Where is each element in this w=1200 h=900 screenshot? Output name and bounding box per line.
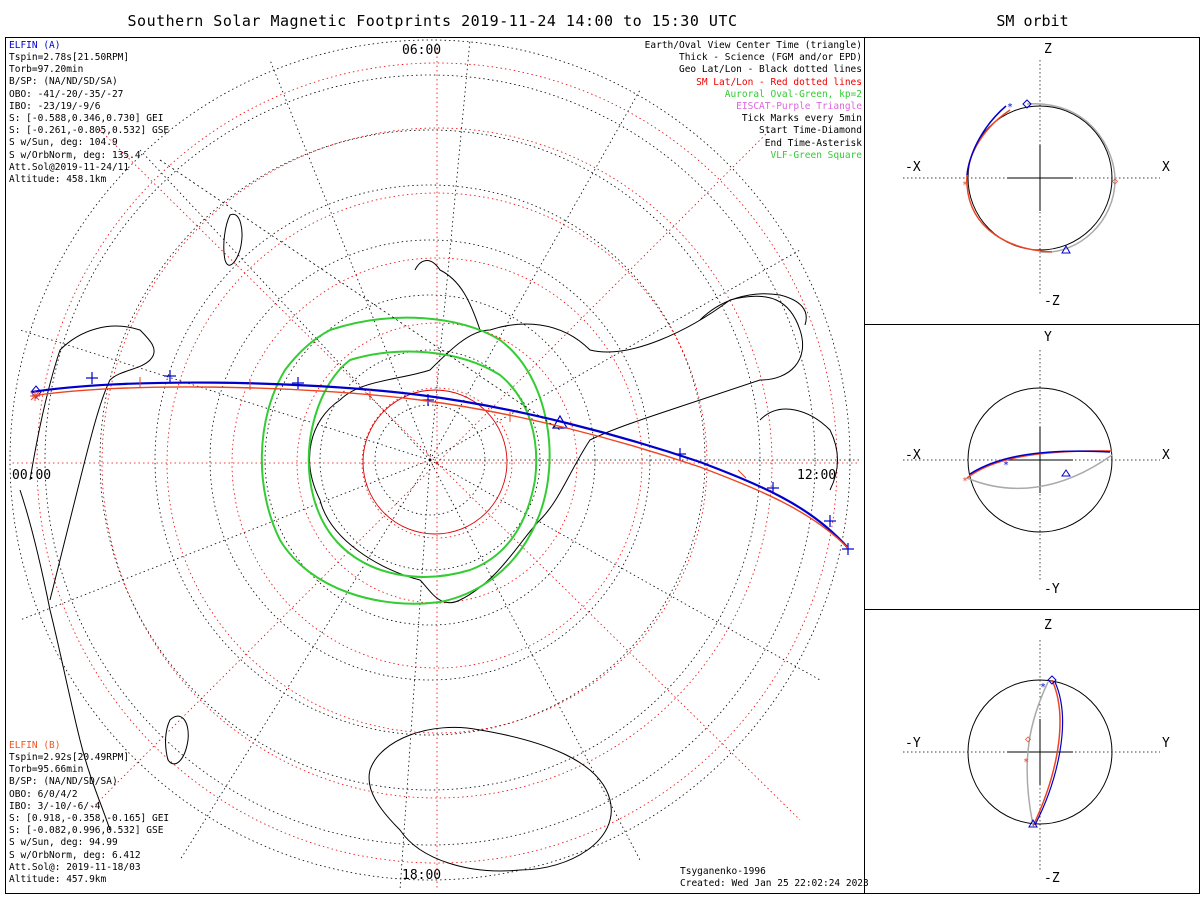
- legend-item: Earth/Oval View Center Time (triangle): [644, 40, 862, 51]
- legend-item: Start Time-Diamond: [759, 125, 862, 137]
- elfin-a-info-line: B/SP: (NA/ND/SD/SA): [9, 76, 118, 88]
- time-label-18: 18:00: [402, 868, 442, 883]
- elfin-b-info-line: Tspin=2.92s[20.49RPM]: [9, 752, 130, 763]
- time-label-06: 06:00: [402, 43, 442, 58]
- geo-lon-lines: [19, 39, 860, 891]
- elfin-b-end-asterisk: [30, 391, 40, 401]
- elfin-b-info-line: S: [0.918,-0.358,-0.165] GEI: [9, 813, 170, 825]
- sm-lon-lines: [10, 40, 860, 890]
- sm-pole-circle: [362, 389, 508, 535]
- legend-item: Thick - Science (FGM and/or EPD): [678, 52, 862, 64]
- elfin-b-name: ELFIN (B): [9, 740, 61, 751]
- time-label-00: 00:00: [12, 468, 52, 483]
- legend-item: Geo Lat/Lon - Black dotted lines: [678, 64, 862, 76]
- elfin-a-name: ELFIN (A): [9, 40, 61, 51]
- elfin-b-info-line: Att.Sol@: 2019-11-18/03: [9, 861, 141, 873]
- elfin-b-info: Tspin=2.92s[20.49RPM] Torb=95.66min B/SP: …: [9, 752, 169, 886]
- elfin-b-info-line: B/SP: (NA/ND/SD/SA): [9, 776, 118, 788]
- xy-bottom-label: -Y: [1044, 582, 1060, 597]
- auroral-ovals: [260, 316, 551, 605]
- legend-item: Auroral Oval-Green, kp=2: [724, 88, 862, 100]
- elfin-a-info-line: IBO: -23/19/-9/6: [9, 100, 101, 112]
- elfin-b-info-line: S w/OrbNorm, deg: 6.412: [9, 849, 141, 861]
- svg-text:*: *: [962, 180, 968, 191]
- elfin-a-info-line: S w/OrbNorm, deg: 135.4: [9, 149, 141, 161]
- elfin-a-info-line: Altitude: 458.1km: [9, 174, 107, 186]
- legend-item: SM Lat/Lon - Red dotted lines: [696, 76, 862, 88]
- elfin-b-info-line: S: [-0.082,0.996,0.532] GSE: [9, 825, 164, 837]
- model-label: Tsyganenko-1996: [680, 866, 766, 877]
- sm-panel-xy: * *: [903, 350, 1160, 580]
- sm-orbit-title: SM orbit: [996, 12, 1069, 30]
- created-label: Created: Wed Jan 25 22:02:24 2023: [680, 878, 869, 889]
- elfin-a-info-line: Att.Sol@2019-11-24/11: [9, 161, 130, 173]
- elfin-a-info: Tspin=2.78s[21.50RPM] Torb=97.20min B/SP: …: [9, 52, 169, 186]
- polar-map: [9, 39, 860, 891]
- xy-right-label: X: [1162, 448, 1170, 463]
- plot-title: Southern Solar Magnetic Footprints 2019-…: [127, 12, 738, 30]
- elfin-a-info-line: Torb=97.20min: [9, 64, 84, 76]
- elfin-a-info-line: S: [-0.261,-0.805,0.532] GSE: [9, 125, 170, 137]
- svg-text:*: *: [1023, 757, 1029, 768]
- elfin-a-info-line: S w/Sun, deg: 104.9: [9, 137, 118, 149]
- yz-right-label: Y: [1162, 736, 1170, 751]
- svg-text:*: *: [962, 476, 968, 487]
- elfin-b-info-line: Altitude: 457.9km: [9, 874, 107, 886]
- xz-top-label: Z: [1044, 42, 1052, 57]
- svg-text:*: *: [1007, 102, 1013, 113]
- sm-panel-xz: * ◇ *: [903, 60, 1160, 295]
- xy-left-label: -X: [905, 448, 921, 463]
- elfin-a-info-line: OBO: -41/-20/-35/-27: [9, 88, 124, 100]
- legend-item: End Time-Asterisk: [764, 137, 862, 149]
- elfin-b-info-line: OBO: 6/0/4/2: [9, 788, 78, 800]
- elfin-b-info-line: S w/Sun, deg: 94.99: [9, 837, 118, 849]
- elfin-a-info-line: Tspin=2.78s[21.50RPM]: [9, 52, 130, 63]
- xy-top-label: Y: [1044, 330, 1052, 345]
- svg-text:◇: ◇: [1112, 176, 1118, 187]
- elfin-b-info-line: IBO: 3/-10/-6/-4: [9, 800, 101, 812]
- time-label-12: 12:00: [797, 468, 837, 483]
- sm-panel-yz: * * ◇: [903, 640, 1160, 870]
- elfin-a-track: [30, 370, 854, 555]
- xz-bottom-label: -Z: [1044, 294, 1060, 309]
- yz-left-label: -Y: [905, 736, 921, 751]
- elfin-b-track: [30, 377, 849, 549]
- elfin-a-info-line: S: [-0.588,0.346,0.730] GEI: [9, 113, 164, 125]
- coastlines: [19, 213, 838, 872]
- noon-midnight-meridian: [159, 159, 561, 431]
- legend: Earth/Oval View Center Time (triangle) Th…: [645, 40, 862, 162]
- xz-right-label: X: [1162, 160, 1170, 175]
- elfin-b-info-line: Torb=95.66min: [9, 764, 84, 776]
- svg-text:*: *: [1040, 682, 1046, 693]
- svg-text:◇: ◇: [1025, 734, 1031, 745]
- xz-left-label: -X: [905, 160, 921, 175]
- legend-item: EISCAT-Purple Triangle: [736, 101, 862, 113]
- yz-bottom-label: -Z: [1044, 871, 1060, 886]
- yz-top-label: Z: [1044, 618, 1052, 633]
- legend-item: Tick Marks every 5min: [741, 113, 862, 125]
- legend-item: VLF-Green Square: [770, 149, 862, 161]
- svg-text:*: *: [1003, 460, 1009, 471]
